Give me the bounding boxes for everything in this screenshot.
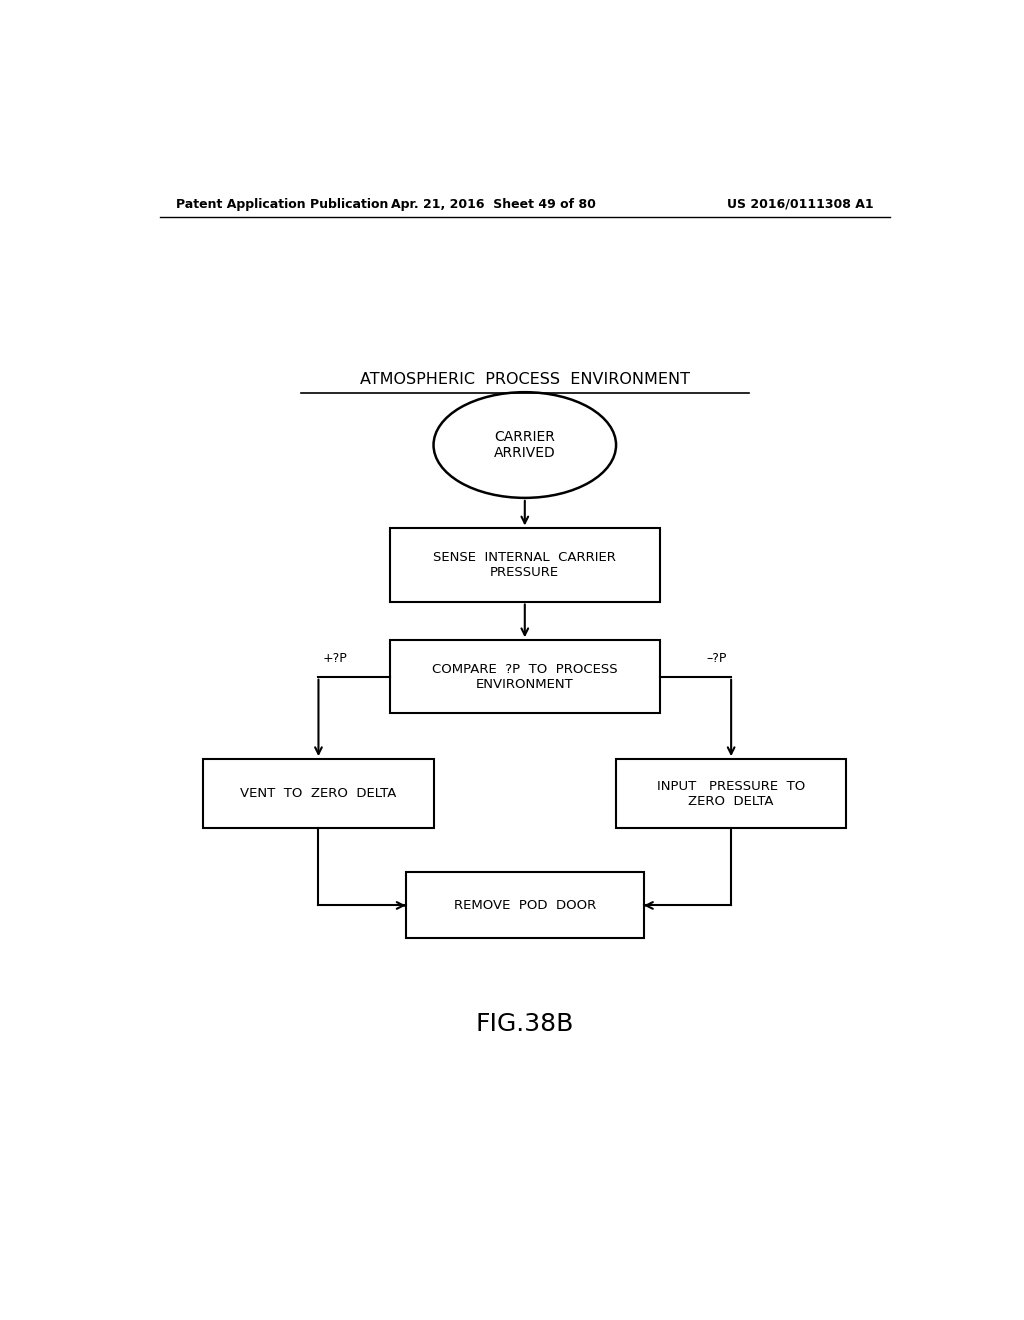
Text: INPUT   PRESSURE  TO
ZERO  DELTA: INPUT PRESSURE TO ZERO DELTA: [657, 780, 805, 808]
Bar: [406, 873, 644, 939]
Text: Patent Application Publication: Patent Application Publication: [176, 198, 388, 211]
Bar: [204, 759, 433, 828]
Bar: [390, 640, 659, 713]
Text: Apr. 21, 2016  Sheet 49 of 80: Apr. 21, 2016 Sheet 49 of 80: [390, 198, 596, 211]
Text: ATMOSPHERIC  PROCESS  ENVIRONMENT: ATMOSPHERIC PROCESS ENVIRONMENT: [359, 372, 690, 388]
Text: SENSE  INTERNAL  CARRIER
PRESSURE: SENSE INTERNAL CARRIER PRESSURE: [433, 550, 616, 579]
Text: +?P: +?P: [323, 652, 347, 664]
Text: VENT  TO  ZERO  DELTA: VENT TO ZERO DELTA: [241, 787, 396, 800]
Text: FIG.38B: FIG.38B: [475, 1012, 574, 1036]
Text: REMOVE  POD  DOOR: REMOVE POD DOOR: [454, 899, 596, 912]
Bar: [616, 759, 846, 828]
Text: US 2016/0111308 A1: US 2016/0111308 A1: [727, 198, 873, 211]
Bar: [390, 528, 659, 602]
Text: –?P: –?P: [707, 652, 727, 664]
Text: COMPARE  ?P  TO  PROCESS
ENVIRONMENT: COMPARE ?P TO PROCESS ENVIRONMENT: [432, 663, 617, 690]
Text: CARRIER
ARRIVED: CARRIER ARRIVED: [494, 430, 556, 461]
